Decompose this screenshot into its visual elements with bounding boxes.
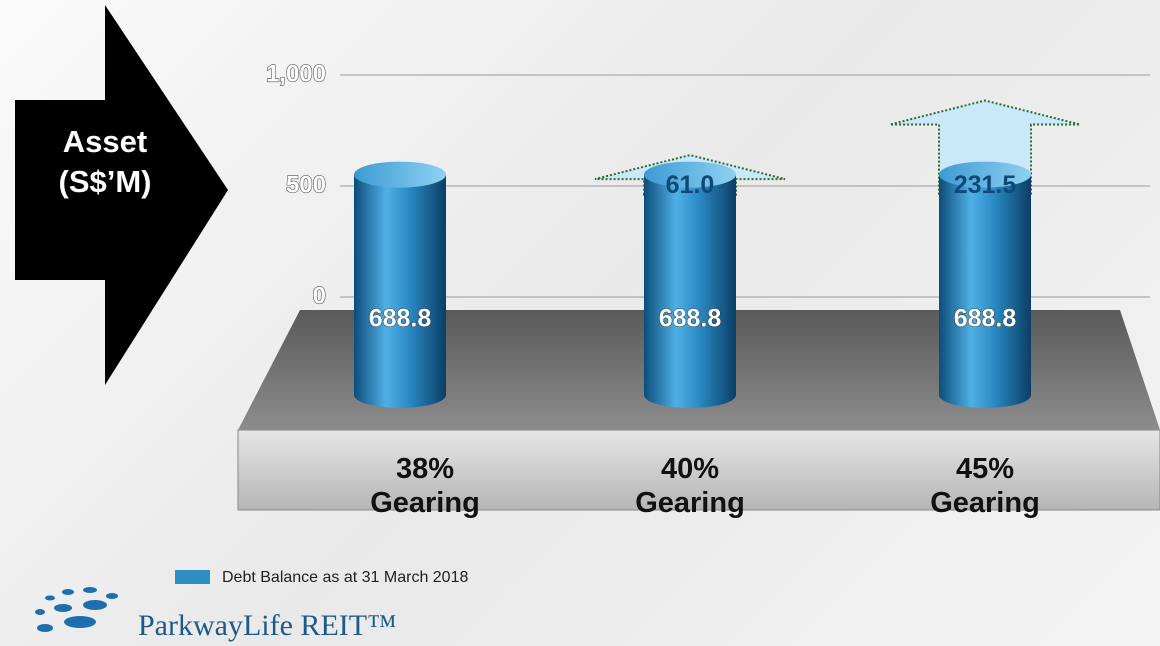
cylinder-top	[644, 161, 736, 188]
value-label: 688.8	[369, 305, 432, 333]
cylinder-top	[354, 161, 446, 188]
cylinder	[644, 174, 736, 408]
y-tick-label: 1,000	[266, 60, 326, 87]
cylinder-top	[939, 161, 1031, 188]
logo-dots	[35, 587, 118, 632]
cylinder	[939, 174, 1031, 408]
x-tick-label: 38% Gearing	[370, 453, 480, 519]
legend-label: Debt Balance as at 31 March 2018	[222, 569, 468, 586]
value-label: 688.8	[954, 305, 1017, 333]
value-label: 231.5	[954, 171, 1017, 199]
legend-swatch	[175, 570, 210, 584]
y-tick-label: 0	[313, 282, 326, 309]
cylinder	[354, 174, 446, 408]
x-tick-label: 45% Gearing	[930, 453, 1040, 519]
x-tick-label: 40% Gearing	[635, 453, 745, 519]
floor-front	[237, 429, 1160, 511]
logo-text: ParkwayLife REIT™	[138, 609, 397, 642]
capacity-arrow	[889, 99, 1081, 196]
value-label: 688.8	[659, 305, 722, 333]
y-tick-label: 500	[286, 171, 326, 198]
value-label: 61.0	[666, 171, 715, 199]
axis-arrow	[15, 5, 228, 385]
y-axis-label: Asset (S$’M)	[58, 124, 152, 199]
